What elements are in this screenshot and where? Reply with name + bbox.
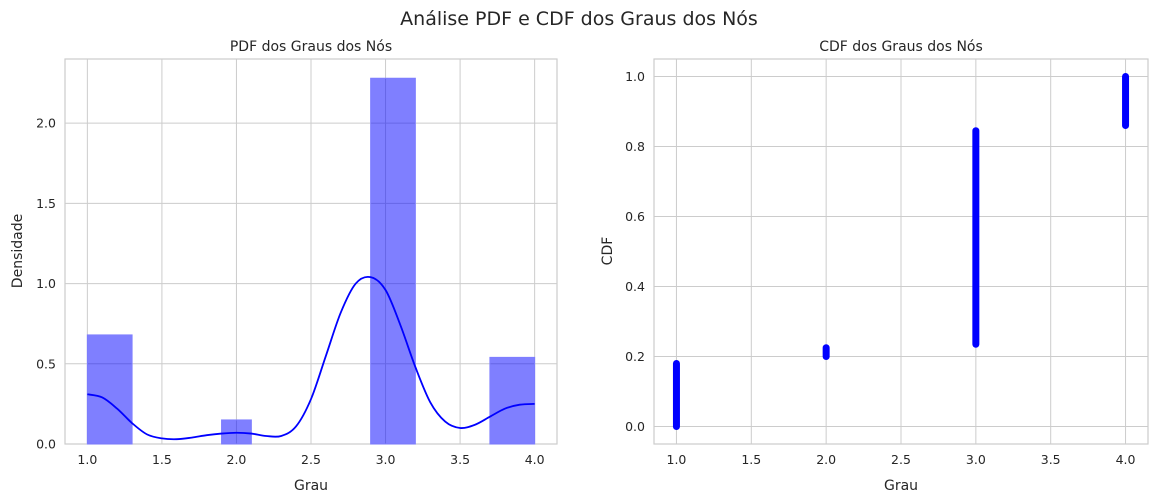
cdf-y-tick-label: 0.4 <box>625 279 645 294</box>
pdf-bars <box>86 77 536 445</box>
pdf-x-tick-label: 3.0 <box>376 452 396 467</box>
pdf-bar <box>370 77 416 445</box>
pdf-x-ticks: 1.0 1.5 2.0 2.5 3.0 3.5 4.0 <box>77 452 544 467</box>
pdf-bar <box>221 419 252 445</box>
pdf-kde-line <box>87 275 535 441</box>
pdf-y-tick-label: 1.5 <box>36 196 56 211</box>
cdf-y-ticks: 0.0 0.2 0.4 0.6 0.8 1.0 <box>625 69 645 434</box>
cdf-x-tick-label: 2.0 <box>816 452 836 467</box>
pdf-chart: 1.0 1.5 2.0 2.5 3.0 3.5 4.0 0.0 0.5 1.0 1.5 2.0 PD… <box>10 39 558 494</box>
pdf-y-tick-label: 0.0 <box>36 437 56 452</box>
cdf-y-tick-label: 0.6 <box>625 209 645 224</box>
pdf-x-tick-label: 4.0 <box>525 452 545 467</box>
pdf-y-tick-label: 1.0 <box>36 276 56 291</box>
pdf-y-ticks: 0.0 0.5 1.0 1.5 2.0 <box>36 116 56 452</box>
pdf-bar <box>86 334 133 445</box>
cdf-y-tick-label: 1.0 <box>625 69 645 84</box>
pdf-x-tick-label: 2.5 <box>301 452 321 467</box>
pdf-x-tick-label: 2.0 <box>227 452 247 467</box>
pdf-x-label: Grau <box>294 478 328 494</box>
pdf-x-tick-label: 1.5 <box>152 452 172 467</box>
cdf-x-tick-label: 3.0 <box>966 452 986 467</box>
figure-suptitle: Análise PDF e CDF dos Graus dos Nós <box>400 8 758 30</box>
cdf-y-label: CDF <box>600 237 616 266</box>
pdf-x-tick-label: 3.5 <box>450 452 470 467</box>
cdf-x-tick-label: 1.5 <box>741 452 761 467</box>
cdf-y-tick-label: 0.8 <box>625 139 645 154</box>
cdf-x-tick-label: 1.0 <box>667 452 687 467</box>
cdf-x-tick-label: 2.5 <box>891 452 911 467</box>
cdf-x-ticks: 1.0 1.5 2.0 2.5 3.0 3.5 4.0 <box>667 452 1136 467</box>
cdf-points <box>672 73 1130 430</box>
cdf-x-label: Grau <box>884 478 918 494</box>
cdf-y-tick-label: 0.0 <box>625 419 645 434</box>
pdf-y-tick-label: 2.0 <box>36 116 56 131</box>
pdf-x-tick-label: 1.0 <box>77 452 97 467</box>
cdf-y-tick-label: 0.2 <box>625 349 645 364</box>
cdf-x-tick-label: 4.0 <box>1116 452 1136 467</box>
cdf-chart: 1.0 1.5 2.0 2.5 3.0 3.5 4.0 0.0 0.2 0.4 0.6 0.8 1.0… <box>600 39 1149 494</box>
cdf-title: CDF dos Graus dos Nós <box>819 39 983 55</box>
cdf-x-tick-label: 3.5 <box>1041 452 1061 467</box>
pdf-y-label: Densidade <box>10 214 26 288</box>
pdf-kde-curve <box>87 275 535 441</box>
pdf-bar <box>489 356 536 445</box>
pdf-y-tick-label: 0.5 <box>36 356 56 371</box>
pdf-title: PDF dos Graus dos Nós <box>230 39 392 55</box>
